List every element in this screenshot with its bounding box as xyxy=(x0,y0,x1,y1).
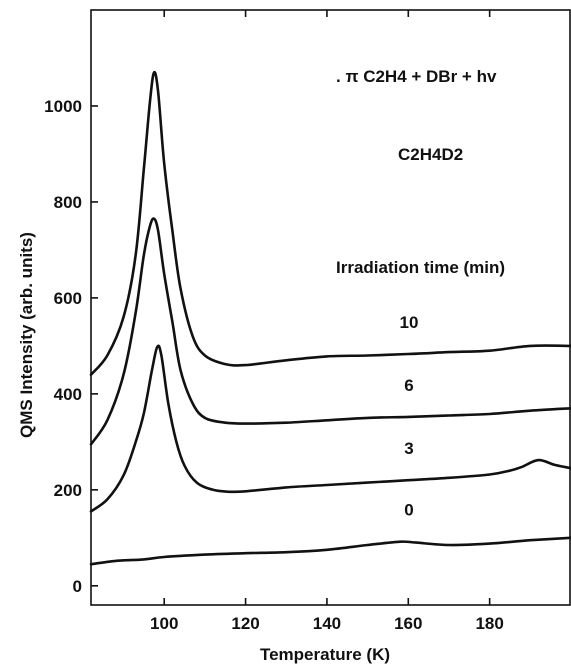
y-tick-label-800: 800 xyxy=(54,193,82,212)
plot-frame-rect xyxy=(90,9,571,606)
x-axis-label: Temperature (K) xyxy=(260,645,390,664)
series-line-3-min xyxy=(89,344,571,513)
y-tick-label-0: 0 xyxy=(73,577,82,596)
annotation-dot: . xyxy=(336,67,345,86)
y-tick-label-400: 400 xyxy=(54,385,82,404)
y-tick-label-1000: 1000 xyxy=(44,97,82,116)
series-label-10-min: 10 xyxy=(400,313,419,332)
x-tick-label-180: 180 xyxy=(475,614,503,633)
series-label-6-min: 6 xyxy=(404,376,413,395)
y-axis-label: QMS Intensity (arb. units) xyxy=(17,232,36,438)
series-line-10-min xyxy=(89,70,571,376)
annotation-reaction: . π C2H4 + DBr + hv xyxy=(336,67,497,86)
series-line-0-min xyxy=(89,536,571,566)
series-label-0-min: 0 xyxy=(404,501,413,520)
x-tick-label-140: 140 xyxy=(313,614,341,633)
x-tick-label-100: 100 xyxy=(150,614,178,633)
legend-title: Irradiation time (min) xyxy=(336,258,505,277)
series-curves xyxy=(89,70,571,566)
series-label-3-min: 3 xyxy=(404,439,413,458)
series-line-6-min xyxy=(89,217,571,446)
x-tick-label-160: 160 xyxy=(394,614,422,633)
x-tick-label-120: 120 xyxy=(231,614,259,633)
y-tick-label-600: 600 xyxy=(54,289,82,308)
plot-frame xyxy=(90,9,571,606)
y-tick-label-200: 200 xyxy=(54,481,82,500)
annotation-species: C2H4D2 xyxy=(398,145,463,164)
annotation-reaction-text: π C2H4 + DBr + hv xyxy=(345,67,497,86)
series-labels: 10 6 3 0 xyxy=(400,313,419,520)
